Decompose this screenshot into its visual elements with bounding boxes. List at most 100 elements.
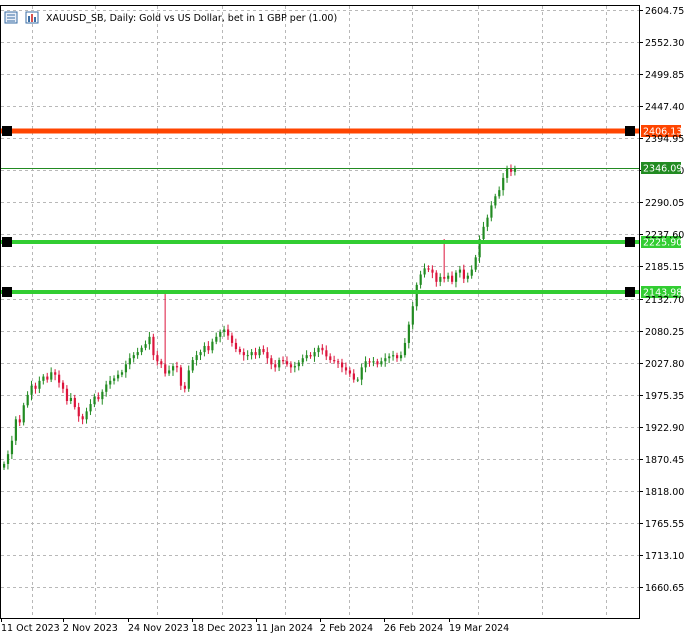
- candle[interactable]: [486, 214, 489, 232]
- candle[interactable]: [513, 165, 517, 176]
- line-handle-right[interactable]: [625, 126, 635, 136]
- candle[interactable]: [254, 347, 257, 359]
- candle[interactable]: [148, 331, 151, 350]
- candle[interactable]: [372, 356, 375, 367]
- candle[interactable]: [105, 380, 108, 397]
- candle[interactable]: [132, 352, 135, 363]
- candle[interactable]: [109, 375, 112, 389]
- candle[interactable]: [203, 342, 206, 357]
- candle[interactable]: [344, 362, 348, 375]
- candle[interactable]: [164, 294, 167, 377]
- candle[interactable]: [470, 265, 473, 279]
- line-handle-right[interactable]: [625, 287, 635, 297]
- candle[interactable]: [85, 407, 88, 424]
- candle[interactable]: [42, 374, 45, 385]
- candle[interactable]: [179, 364, 183, 390]
- candle[interactable]: [219, 329, 222, 343]
- candle[interactable]: [317, 345, 320, 357]
- candle[interactable]: [81, 413, 84, 425]
- candle[interactable]: [242, 348, 245, 361]
- candle[interactable]: [368, 358, 371, 367]
- candle[interactable]: [187, 365, 190, 392]
- candle[interactable]: [73, 394, 76, 410]
- candle[interactable]: [34, 382, 37, 394]
- candle[interactable]: [305, 350, 308, 362]
- candle[interactable]: [160, 358, 163, 368]
- resistance-line[interactable]: 2406.13: [1, 125, 682, 138]
- candle[interactable]: [329, 353, 332, 364]
- candle[interactable]: [352, 369, 355, 383]
- candle[interactable]: [250, 349, 253, 360]
- candle[interactable]: [388, 353, 391, 364]
- candle[interactable]: [211, 338, 214, 354]
- candle[interactable]: [262, 345, 265, 355]
- candle[interactable]: [124, 360, 128, 378]
- candle[interactable]: [466, 272, 469, 283]
- candle[interactable]: [54, 369, 57, 381]
- instrument-icon[interactable]: [25, 11, 39, 24]
- candle[interactable]: [18, 415, 21, 427]
- candle[interactable]: [152, 333, 155, 361]
- line-handle-left[interactable]: [2, 237, 12, 247]
- candle[interactable]: [403, 338, 407, 358]
- candle[interactable]: [6, 450, 10, 470]
- candle[interactable]: [325, 345, 328, 361]
- candle[interactable]: [65, 385, 69, 405]
- candle[interactable]: [207, 341, 210, 354]
- candle[interactable]: [191, 356, 194, 373]
- line-handle-right[interactable]: [625, 237, 635, 247]
- candle[interactable]: [195, 350, 198, 366]
- candle[interactable]: [58, 370, 61, 388]
- candle[interactable]: [230, 332, 234, 347]
- candle[interactable]: [97, 392, 100, 402]
- candle[interactable]: [293, 361, 297, 373]
- candle[interactable]: [258, 346, 261, 359]
- candle[interactable]: [396, 352, 399, 362]
- candle[interactable]: [451, 271, 454, 285]
- horizontal-lines-layer[interactable]: 2406.13 2225.90 2143.98: [1, 125, 682, 299]
- support-line-1[interactable]: 2225.90: [1, 236, 682, 249]
- candle[interactable]: [431, 265, 434, 279]
- candle[interactable]: [69, 393, 73, 405]
- candle[interactable]: [144, 340, 147, 351]
- candle[interactable]: [140, 345, 143, 356]
- candle[interactable]: [407, 321, 410, 349]
- candle[interactable]: [337, 358, 340, 368]
- candle[interactable]: [171, 363, 175, 376]
- candle[interactable]: [26, 391, 29, 408]
- candles-layer[interactable]: [3, 164, 517, 471]
- candle[interactable]: [289, 361, 293, 373]
- line-handle-left[interactable]: [2, 287, 12, 297]
- candle[interactable]: [227, 324, 230, 340]
- candle[interactable]: [333, 355, 336, 364]
- candle[interactable]: [156, 350, 159, 366]
- candle[interactable]: [427, 265, 430, 273]
- candle[interactable]: [238, 346, 241, 355]
- candle[interactable]: [120, 369, 124, 378]
- candle[interactable]: [364, 356, 367, 373]
- candle[interactable]: [168, 365, 171, 376]
- candle[interactable]: [454, 270, 458, 288]
- candle[interactable]: [399, 351, 403, 362]
- candle[interactable]: [116, 370, 120, 382]
- candle[interactable]: [93, 393, 96, 408]
- candle[interactable]: [38, 376, 41, 394]
- candle[interactable]: [199, 349, 202, 361]
- candle[interactable]: [462, 264, 466, 284]
- candle[interactable]: [22, 402, 25, 426]
- candle[interactable]: [380, 357, 383, 367]
- candle[interactable]: [301, 354, 304, 367]
- candle[interactable]: [282, 356, 285, 365]
- candle[interactable]: [490, 201, 493, 222]
- candle[interactable]: [384, 353, 387, 367]
- candle[interactable]: [376, 358, 379, 368]
- candle[interactable]: [313, 347, 316, 362]
- line-handle-left[interactable]: [2, 126, 12, 136]
- candle[interactable]: [274, 360, 277, 372]
- candle[interactable]: [443, 239, 446, 283]
- candle[interactable]: [458, 265, 462, 278]
- candle[interactable]: [246, 350, 249, 361]
- candle[interactable]: [321, 344, 324, 355]
- support-line-2[interactable]: 2143.98: [1, 286, 682, 299]
